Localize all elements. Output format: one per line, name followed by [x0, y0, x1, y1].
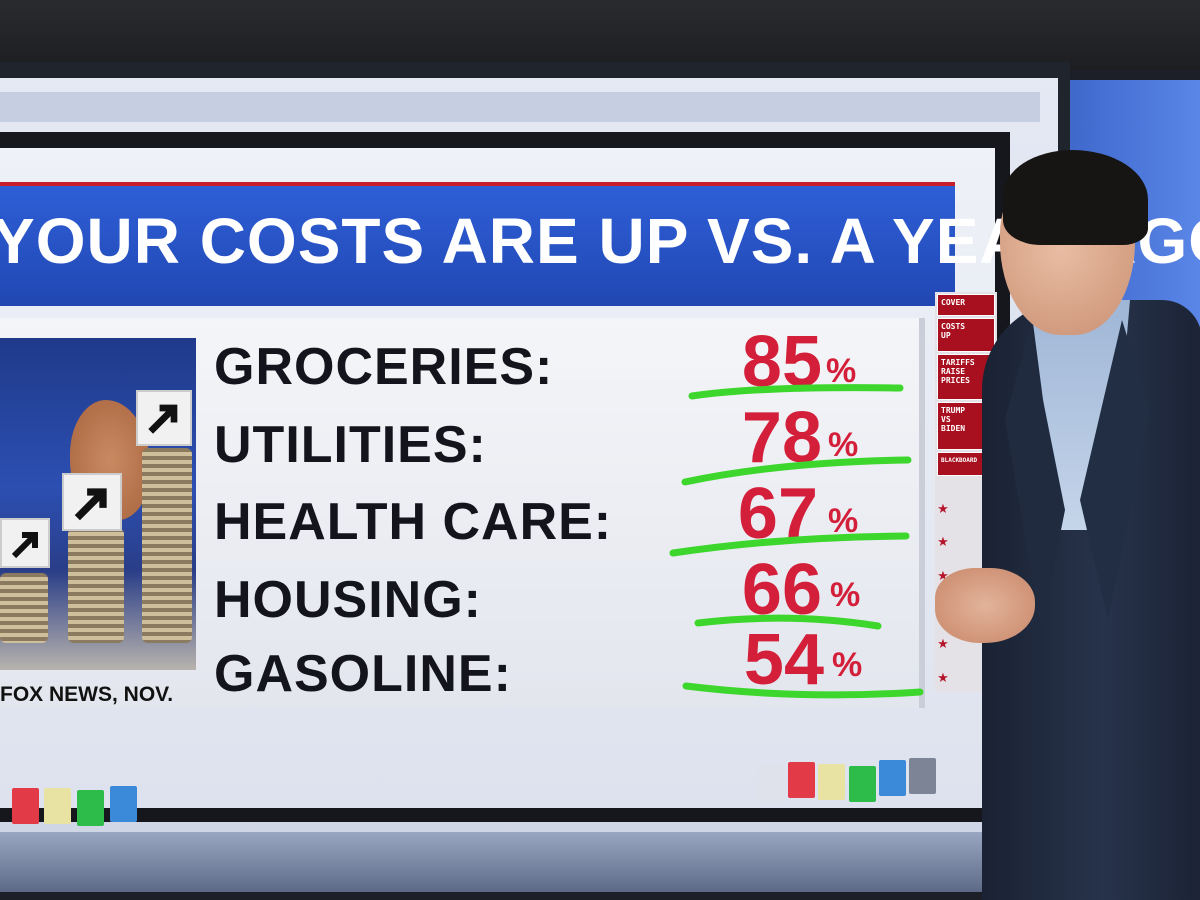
coin-stack	[0, 573, 48, 643]
palette-swatch-blue-left[interactable]	[110, 786, 137, 822]
palette-swatch-yellow-left[interactable]	[44, 788, 71, 824]
studio-ceiling	[0, 0, 1200, 70]
coin-stack	[68, 528, 124, 643]
row-label-gasoline: GASOLINE:	[214, 645, 512, 703]
underline-housing	[694, 614, 882, 630]
star-icon: ★	[937, 637, 949, 652]
underline-health-care	[669, 532, 910, 557]
rail-item-cover[interactable]: COVER	[937, 294, 995, 316]
row-label-housing: HOUSING:	[214, 571, 482, 629]
screen-top-band	[0, 92, 1040, 122]
palette-swatch-red-left[interactable]	[12, 788, 39, 824]
arrow-up-right-icon	[136, 390, 192, 446]
underline-utilities	[681, 456, 912, 486]
palette-swatch-red-right[interactable]	[788, 762, 815, 798]
rail-item-costs-up[interactable]: COSTS UP	[937, 318, 995, 352]
presenter-hair	[1003, 150, 1148, 245]
palette-swatch-yellow-right[interactable]	[818, 764, 845, 800]
palette-swatch-blue-right[interactable]	[879, 760, 906, 796]
arrow-up-right-icon	[62, 473, 122, 531]
row-unit-groceries: %	[826, 352, 857, 390]
underline-groceries	[688, 384, 904, 400]
presenter-hands	[935, 568, 1035, 643]
palette-swatch-green-left[interactable]	[77, 790, 104, 826]
coin-stack	[142, 448, 192, 643]
row-label-groceries: GROCERIES:	[214, 338, 554, 396]
arrow-up-right-icon	[0, 518, 50, 568]
row-value-gasoline: 54	[743, 620, 824, 700]
palette-swatch-green-right[interactable]	[849, 766, 876, 802]
star-icon: ★	[937, 671, 949, 686]
row-unit-housing: %	[830, 576, 861, 614]
row-label-health-care: HEALTH CARE:	[214, 493, 613, 551]
star-icon: ★	[937, 502, 949, 517]
source-credit: FOX NEWS, NOV.	[0, 683, 174, 706]
star-icon: ★	[937, 569, 949, 584]
row-label-utilities: UTILITIES:	[214, 416, 487, 474]
palette-swatch-blank-right[interactable]	[758, 766, 785, 802]
star-icon: ★	[937, 535, 949, 550]
coin-stacks-photo	[0, 338, 196, 670]
underline-gasoline	[682, 682, 924, 699]
row-unit-utilities: %	[828, 426, 859, 464]
screen-bottom-strip	[0, 832, 1000, 892]
title-bar	[0, 182, 955, 306]
row-unit-gasoline: %	[832, 646, 863, 684]
hand-tool-icon[interactable]	[909, 758, 936, 794]
